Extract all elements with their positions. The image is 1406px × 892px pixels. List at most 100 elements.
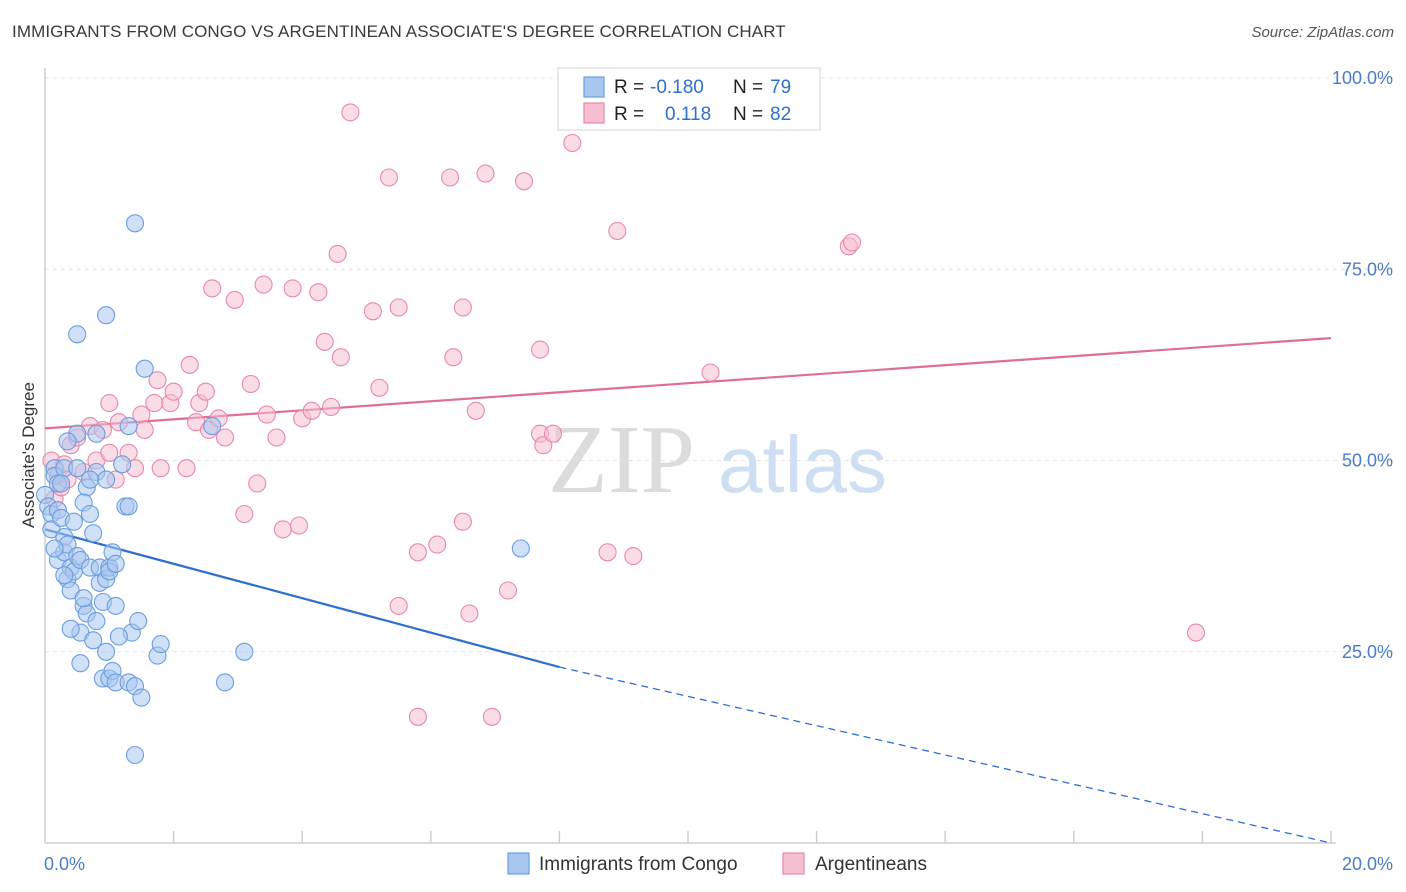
point-congo <box>84 524 103 543</box>
bottom-legend-label-pink: Argentineans <box>815 854 927 875</box>
point-congo <box>52 474 71 493</box>
point-argentinean <box>482 707 501 726</box>
point-congo <box>106 596 125 615</box>
point-congo <box>61 619 80 638</box>
point-argentinean <box>379 168 399 187</box>
point-congo <box>511 539 530 558</box>
point-argentinean <box>498 581 518 600</box>
point-congo <box>151 635 170 654</box>
point-argentinean <box>453 512 472 531</box>
point-argentinean <box>309 283 328 302</box>
point-argentinean <box>408 707 427 726</box>
y-axis-title: Associate's Degree <box>19 382 38 528</box>
point-argentinean <box>441 168 460 187</box>
point-argentinean <box>453 298 472 317</box>
point-argentinean <box>608 221 627 241</box>
bottom-legend-swatch-blue <box>507 852 530 875</box>
point-argentinean <box>135 420 154 439</box>
point-argentinean <box>225 290 244 309</box>
chart-title: IMMIGRANTS FROM CONGO VS ARGENTINEAN ASS… <box>12 22 786 41</box>
trendline-congo-extension <box>559 666 1332 844</box>
point-congo <box>132 688 151 707</box>
legend-r-label-pink: R = <box>614 104 644 125</box>
point-argentinean <box>273 520 292 539</box>
point-congo <box>203 417 222 436</box>
point-argentinean <box>563 133 582 153</box>
point-argentinean <box>145 394 164 413</box>
bottom-legend-swatch-pink <box>782 852 805 875</box>
point-congo <box>84 631 103 650</box>
point-argentinean <box>389 596 408 615</box>
point-argentinean <box>389 298 408 317</box>
y-tick-label: 100.0% <box>1332 68 1393 88</box>
point-argentinean <box>598 543 617 562</box>
legend-r-value-blue: -0.180 <box>650 77 704 98</box>
y-tick-labels: 100.0% 75.0% 50.0% 25.0% <box>1332 68 1393 662</box>
point-congo <box>97 470 116 489</box>
point-argentinean <box>180 355 199 374</box>
watermark-zip: ZIP <box>548 406 695 514</box>
point-congo <box>74 589 93 608</box>
y-tick-label: 25.0% <box>1342 642 1393 662</box>
point-argentinean <box>215 428 235 447</box>
legend-n-label-blue: N = <box>733 77 763 98</box>
x-tick-label: 0.0% <box>44 854 85 874</box>
point-congo <box>58 432 77 451</box>
point-congo <box>87 424 106 443</box>
point-argentinean <box>331 348 350 367</box>
point-congo <box>109 627 128 646</box>
trendline-congo <box>44 528 560 669</box>
gridlines <box>45 77 1393 653</box>
point-argentinean <box>701 363 720 382</box>
point-congo <box>80 504 100 524</box>
legend-r-label-blue: R = <box>614 77 644 98</box>
watermark: ZIP atlas <box>548 406 887 514</box>
point-congo <box>119 417 138 436</box>
point-argentinean <box>254 275 273 294</box>
point-argentinean <box>514 172 534 191</box>
point-argentinean <box>466 401 485 420</box>
bottom-legend: Immigrants from Congo Argentineans <box>507 852 927 875</box>
point-argentinean <box>476 164 495 183</box>
x-tick-labels: 0.0% 20.0% <box>44 854 1393 874</box>
point-argentinean <box>177 459 196 478</box>
x-axis-ticks <box>172 831 1332 843</box>
point-argentinean <box>235 504 254 524</box>
point-argentinean <box>531 340 550 359</box>
point-congo <box>80 470 100 489</box>
point-argentinean <box>283 279 302 298</box>
point-congo <box>97 306 116 325</box>
source-credit: Source: ZipAtlas.com <box>1251 24 1394 41</box>
stats-legend: R = -0.180 N = 79 R = 0.118 N = 82 <box>557 67 821 131</box>
point-argentinean <box>248 474 267 493</box>
point-argentinean <box>267 428 286 447</box>
point-congo <box>215 673 235 692</box>
point-congo <box>71 654 90 673</box>
point-congo <box>119 497 138 516</box>
y-tick-label: 75.0% <box>1342 259 1393 279</box>
point-argentinean <box>100 443 119 462</box>
point-congo <box>125 214 145 233</box>
point-congo <box>235 642 254 661</box>
point-congo <box>135 359 154 378</box>
point-argentinean <box>341 103 360 122</box>
point-congo <box>125 745 145 765</box>
point-argentinean <box>842 233 862 252</box>
point-argentinean <box>100 394 119 413</box>
legend-n-label-pink: N = <box>733 104 763 125</box>
watermark-atlas: atlas <box>718 420 887 509</box>
point-argentinean <box>148 371 167 390</box>
point-congo <box>55 566 74 585</box>
point-argentinean <box>408 543 427 562</box>
bottom-legend-label-blue: Immigrants from Congo <box>539 854 738 875</box>
point-argentinean <box>151 459 170 478</box>
point-argentinean <box>302 401 321 420</box>
point-argentinean <box>370 378 389 397</box>
point-congo <box>97 642 116 661</box>
point-argentinean <box>196 382 215 401</box>
point-congo <box>106 554 125 573</box>
point-argentinean <box>257 405 276 424</box>
point-argentinean <box>428 535 447 554</box>
point-argentinean <box>460 604 479 623</box>
